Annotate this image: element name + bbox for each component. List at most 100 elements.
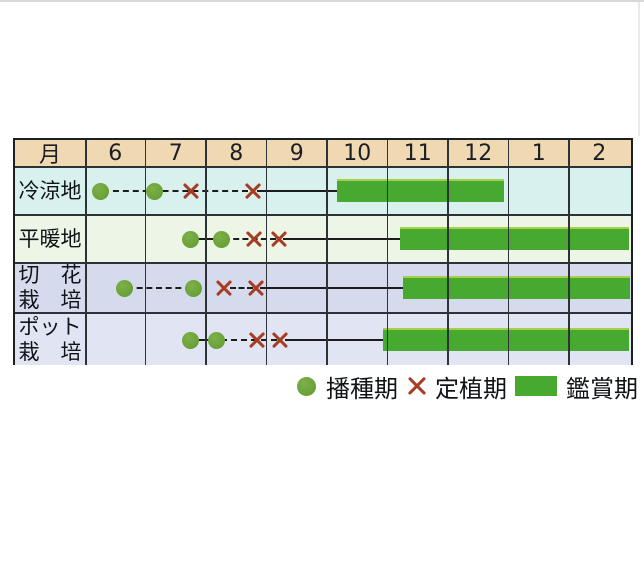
label-column-separator <box>85 168 87 214</box>
grid-line <box>568 140 570 166</box>
grid-line <box>447 264 449 312</box>
row-label-line: 平暖地 <box>18 226 82 251</box>
grid-line <box>144 168 147 214</box>
row-label: ポット栽 培 <box>15 314 85 365</box>
grid-line <box>265 140 268 166</box>
grid-line <box>265 216 268 262</box>
row-label-line: 栽 培 <box>18 339 82 364</box>
grid-line <box>144 216 147 262</box>
grid-line <box>326 216 328 262</box>
transplant-cross <box>244 183 261 200</box>
grid-line <box>568 168 570 214</box>
grid-line <box>265 314 268 365</box>
legend-label-sowing: 播種期 <box>326 374 398 403</box>
display-period-bar <box>402 276 630 299</box>
transplant-cross <box>272 332 289 349</box>
grid-line <box>447 168 449 214</box>
connector-line <box>103 190 249 192</box>
row-label: 平暖地 <box>15 216 85 262</box>
grid-line <box>205 168 207 214</box>
connector-line <box>257 190 340 192</box>
connector-line <box>260 287 406 289</box>
grid-line <box>447 140 449 166</box>
sowing-dot <box>208 331 226 349</box>
sowing-dot <box>213 230 231 248</box>
row-label: 冷涼地 <box>15 168 85 214</box>
sowing-dot-icon <box>297 376 316 396</box>
legend: 播種期 定植期 鑑賞期 <box>297 369 638 404</box>
grid-line <box>507 314 510 365</box>
grid-line <box>568 216 570 262</box>
grid-line <box>205 216 207 262</box>
grid-line <box>144 264 147 312</box>
grid-line <box>205 140 207 166</box>
scan-artifact-top <box>0 0 644 2</box>
grid-line <box>144 140 147 166</box>
row-label-line: 冷涼地 <box>18 178 82 203</box>
grid-line <box>507 264 510 312</box>
header-cell-month-label: 月 <box>38 143 61 168</box>
sowing-dot <box>182 230 200 248</box>
grid-line <box>447 314 449 365</box>
header-cell-month-8: 8 <box>229 140 244 166</box>
viewing-bar-icon <box>515 376 557 396</box>
legend-item-sowing: 播種期 <box>297 369 398 404</box>
connector-line <box>230 287 254 289</box>
header-cell-month-7: 7 <box>168 140 183 166</box>
grid-line <box>326 264 328 312</box>
calendar-row-4: ポット栽 培 <box>15 314 631 365</box>
legend-item-transplant: 定植期 <box>406 369 507 404</box>
connector-line <box>127 287 191 289</box>
calendar-header: 月 6 7 8 9 10 11 12 1 2 <box>15 140 631 168</box>
display-period-bar <box>382 328 630 351</box>
grid-line <box>507 168 510 214</box>
sowing-dot <box>116 279 134 297</box>
grid-line <box>507 216 510 262</box>
grid-line <box>386 264 389 312</box>
grid-line <box>568 264 570 312</box>
header-cell-month-9: 9 <box>289 140 304 166</box>
row-label-line: 切 花 <box>18 263 82 288</box>
grid-line <box>507 140 510 166</box>
legend-item-viewing: 鑑賞期 <box>515 369 638 404</box>
label-column-separator <box>85 216 87 262</box>
grid-line <box>386 216 389 262</box>
transplant-cross <box>270 231 287 248</box>
display-period-bar <box>337 179 505 202</box>
header-cell-month-10: 10 <box>343 140 372 166</box>
sowing-dot <box>91 182 109 200</box>
label-column-separator <box>85 264 87 312</box>
label-column-separator <box>85 314 87 365</box>
grid-line <box>568 314 570 365</box>
grid-line <box>205 314 207 365</box>
transplant-cross <box>248 332 265 349</box>
header-cell-month-6: 6 <box>108 140 123 166</box>
connector-line <box>190 339 217 341</box>
grid-line <box>386 140 389 166</box>
scan-artifact-right <box>638 2 640 136</box>
grid-line <box>326 314 328 365</box>
header-cell-month-12: 12 <box>464 140 493 166</box>
calendar-row-1: 冷涼地 <box>15 168 631 216</box>
legend-label-transplant: 定植期 <box>435 374 507 403</box>
sowing-dot <box>146 182 164 200</box>
transplant-cross <box>182 183 199 200</box>
connector-line <box>283 238 403 240</box>
grid-line <box>144 314 147 365</box>
row-label-line: 栽 培 <box>18 288 82 312</box>
grid-line <box>265 264 268 312</box>
grid-line <box>326 168 328 214</box>
calendar-row-2: 平暖地 <box>15 216 631 264</box>
connector-line <box>284 339 385 341</box>
grid-line <box>447 216 449 262</box>
transplant-cross-icon <box>406 376 427 397</box>
row-label-line: ポット <box>18 314 82 339</box>
grid-line <box>205 264 207 312</box>
grid-line <box>386 168 389 214</box>
transplant-cross <box>216 280 233 297</box>
sowing-dot <box>185 279 203 297</box>
display-period-bar <box>399 227 630 250</box>
header-cell-month-2: 2 <box>592 140 607 166</box>
calendar-row-3: 切 花栽 培 <box>15 263 631 314</box>
legend-label-viewing: 鑑賞期 <box>566 374 638 403</box>
